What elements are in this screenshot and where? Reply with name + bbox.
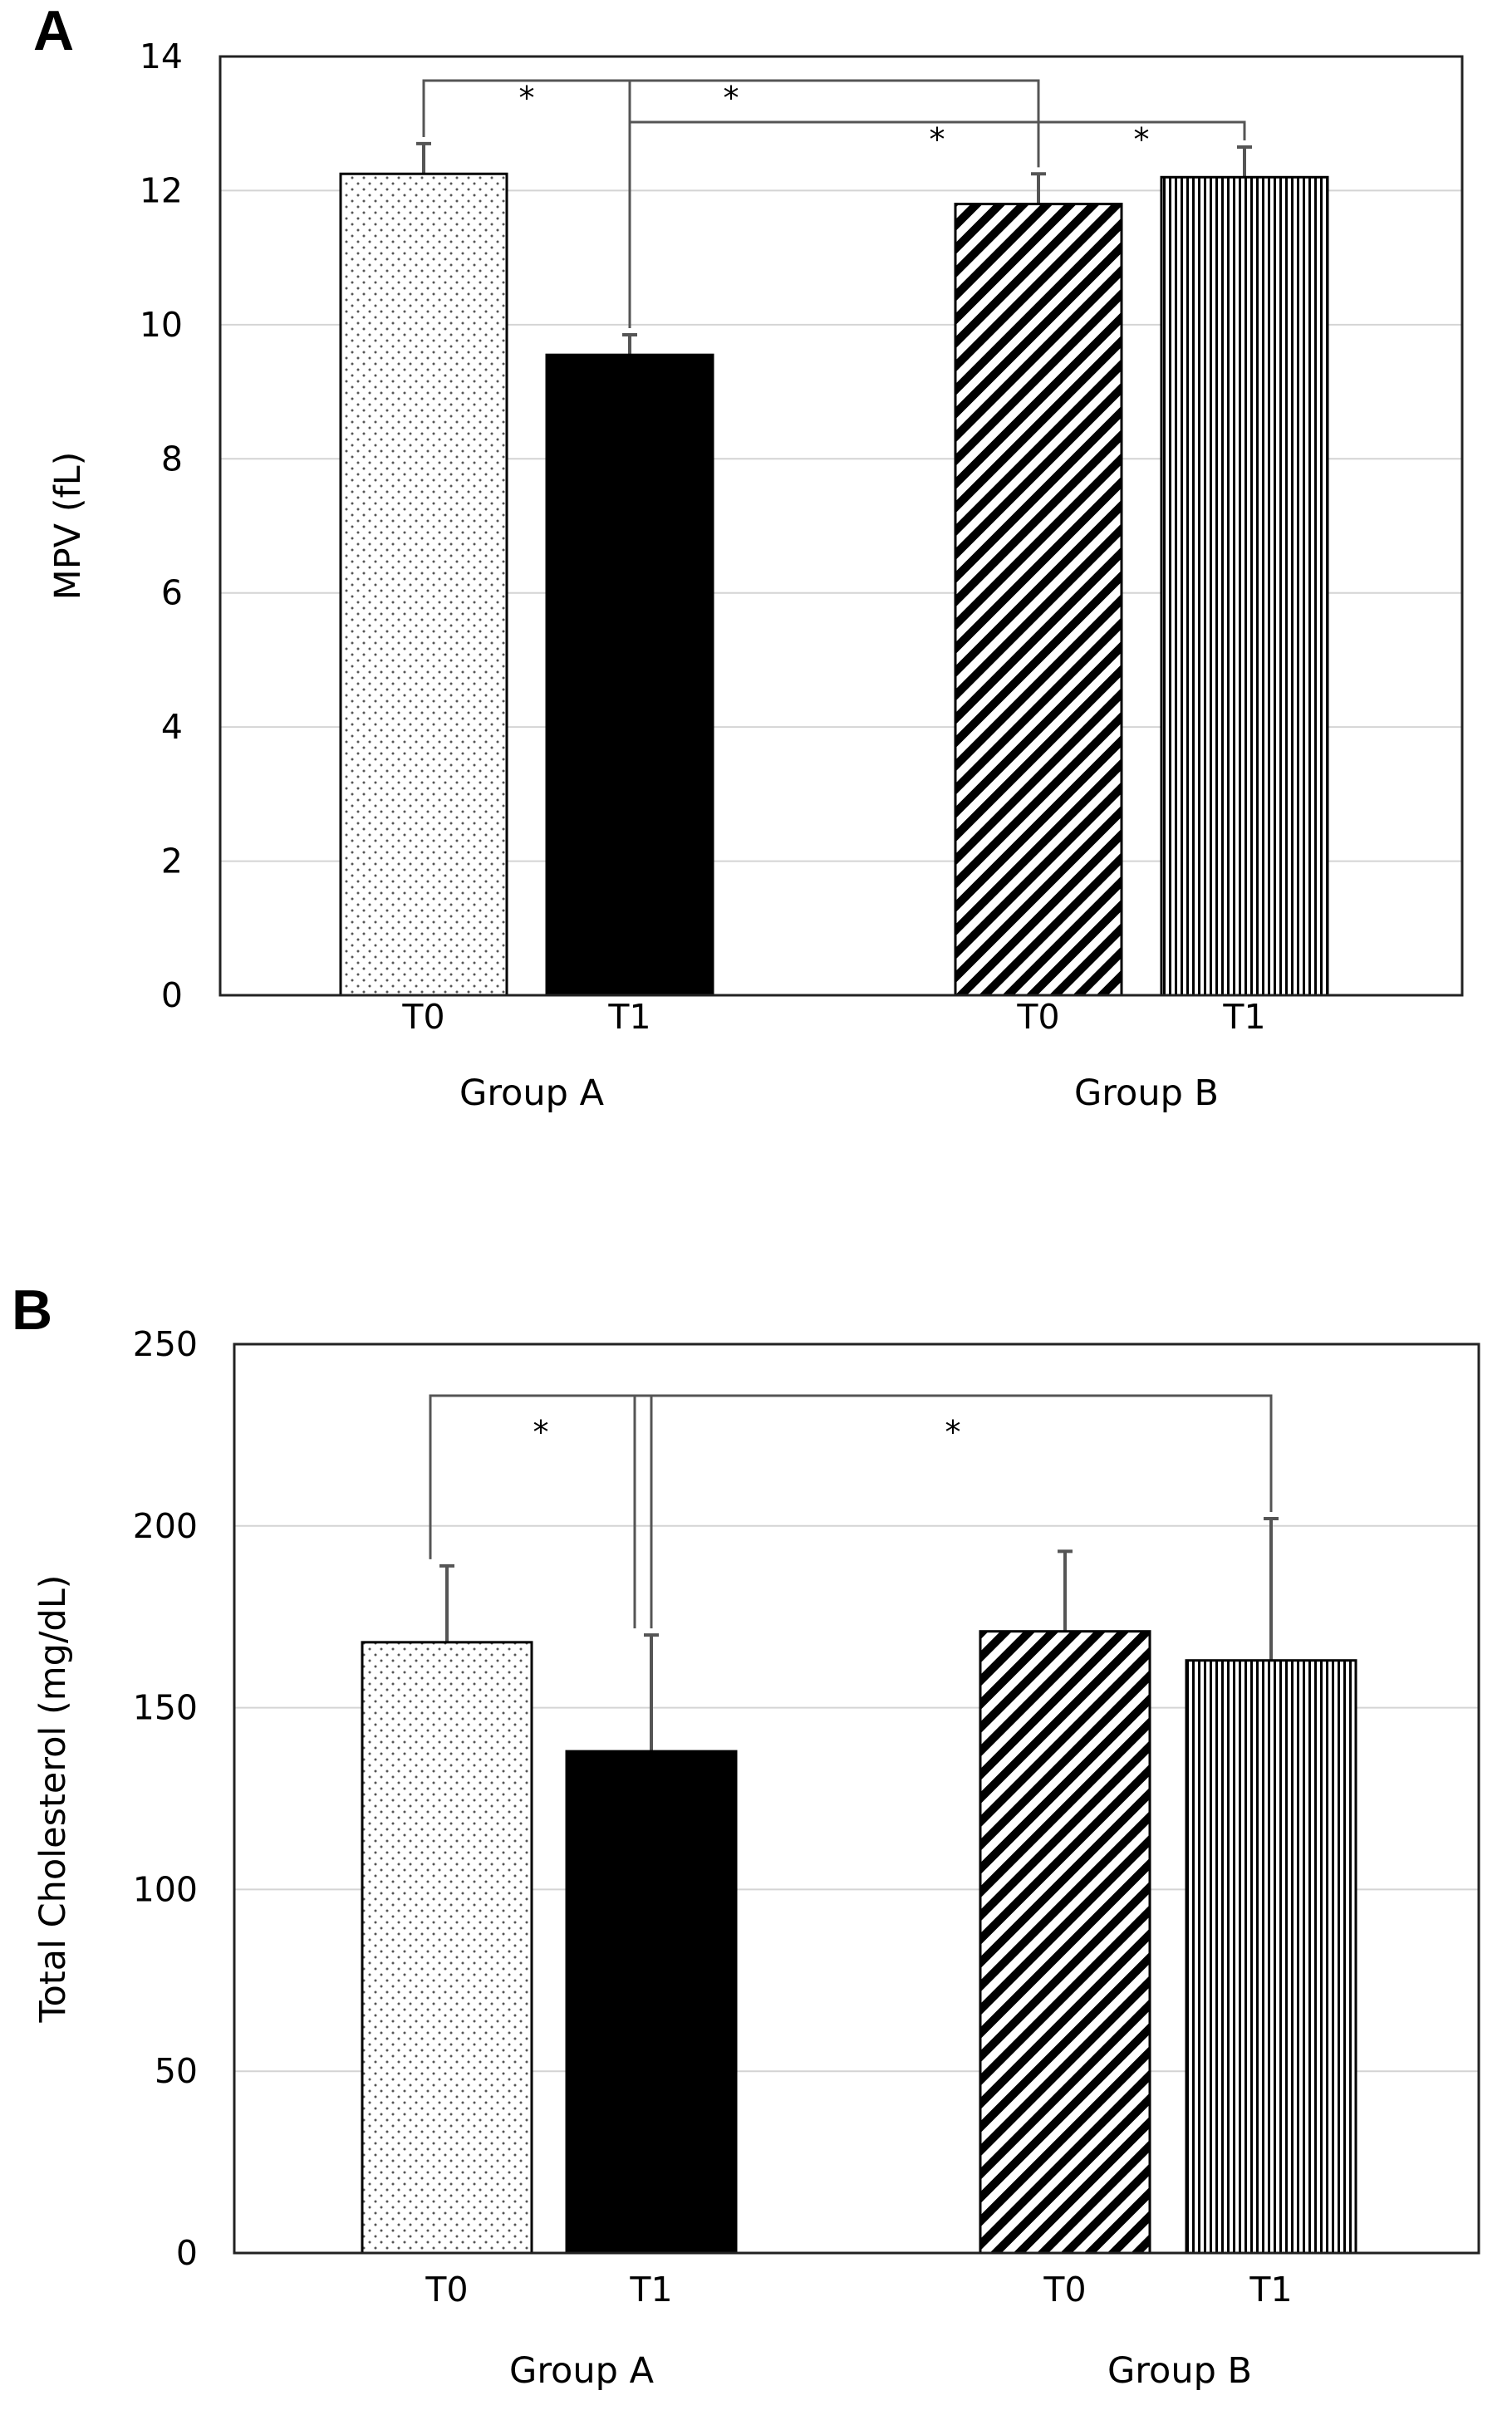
panel-b-category-label: T0	[1043, 2270, 1086, 2309]
panel-a-y-tick-label: 10	[140, 305, 183, 345]
panel-b-group-a-label: Group A	[509, 2350, 655, 2392]
panel-a-y-tick-label: 2	[161, 842, 183, 881]
panel-b-y-tick-label: 200	[133, 1506, 198, 1546]
panel-b-significance-star: *	[533, 1414, 549, 1450]
panel-b-bar	[361, 1641, 533, 2255]
panel-a-y-tick-label: 6	[161, 573, 183, 613]
panel-b-category-label: T1	[629, 2270, 672, 2309]
panel-b-letter: B	[12, 1279, 52, 1342]
panel-b-significance-bracket	[633, 1394, 1273, 1629]
panel-b-y-tick-label: 100	[133, 1869, 198, 1909]
panel-a: A MPV (fL) Group A Group B 0 2 4 6 8 10 12 14 T0…	[33, 0, 1464, 1114]
panel-a-bar	[1160, 175, 1329, 997]
panel-a-y-tick-label: 8	[161, 439, 183, 479]
panel-a-group-a-label: Group A	[459, 1073, 605, 1114]
panel-a-significance-star: *	[519, 80, 535, 116]
panel-b-bar	[1185, 1659, 1357, 2255]
panel-a-y-tick-label: 0	[161, 975, 183, 1015]
panel-a-significance-bracket	[1037, 120, 1246, 168]
panel-a-y-tick-label: 14	[140, 37, 183, 76]
panel-a-y-tick-label: 4	[161, 707, 183, 747]
panel-b-y-axis-label: Total Cholesterol (mg/dL)	[32, 1575, 74, 2024]
panel-a-category-label: T0	[401, 997, 444, 1037]
panel-b-y-tick-label: 250	[133, 1324, 198, 1364]
panel-b-significance-star: *	[945, 1414, 961, 1450]
panel-a-bar	[339, 172, 508, 997]
panel-a-significance-star: *	[930, 121, 945, 158]
panel-b-y-tick-label: 150	[133, 1688, 198, 1728]
panel-b-y-tick-label: 0	[176, 2233, 198, 2273]
panel-b-bar	[979, 1630, 1151, 2255]
panel-a-bar	[954, 203, 1123, 997]
panel-b-plot-frame	[233, 1342, 1480, 2255]
panel-a-plot-frame	[218, 55, 1464, 997]
panel-a-category-label: T0	[1016, 997, 1059, 1037]
panel-a-significance-star: *	[1134, 121, 1150, 158]
panel-b-significance-bracket	[429, 1394, 653, 1629]
panel-a-group-b-label: Group B	[1074, 1073, 1219, 1114]
panel-b-category-label: T0	[425, 2270, 468, 2309]
panel-b-group-b-label: Group B	[1107, 2350, 1252, 2392]
panel-a-y-tick-label: 12	[140, 170, 183, 210]
panel-b-bar	[565, 1750, 738, 2255]
panel-a-y-axis-label: MPV (fL)	[47, 452, 89, 601]
panel-a-significance-star: *	[724, 80, 739, 116]
panel-b: B Total Cholesterol (mg/dL) Group A Grou…	[12, 1279, 1480, 2392]
panel-b-y-tick-label: 50	[155, 2051, 198, 2091]
panel-a-bar	[545, 353, 714, 997]
panel-b-category-label: T1	[1249, 2270, 1292, 2309]
panel-a-letter: A	[33, 0, 74, 62]
panel-a-category-label: T1	[607, 997, 650, 1037]
panel-a-category-label: T1	[1222, 997, 1265, 1037]
